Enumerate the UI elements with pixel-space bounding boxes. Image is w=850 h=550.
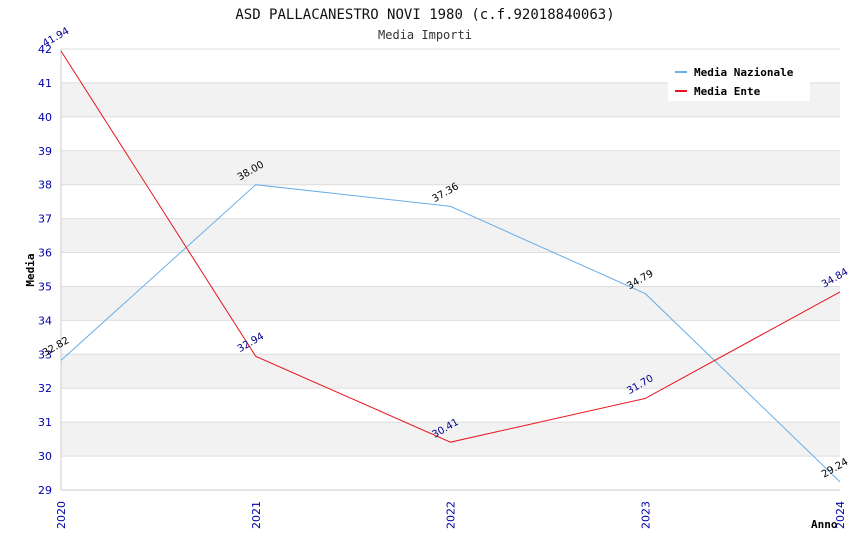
series-line — [60, 184, 841, 483]
x-tick-label: 2020 — [55, 501, 68, 529]
chart-title: ASD PALLACANESTRO NOVI 1980 (c.f.9201884… — [235, 7, 614, 23]
grid-band — [61, 320, 840, 355]
axes — [60, 49, 840, 491]
legend-box — [668, 58, 810, 101]
legend-label: Media Nazionale — [694, 66, 794, 79]
x-tick-label: 2022 — [445, 501, 458, 529]
y-tick-label: 36 — [38, 247, 52, 260]
y-axis-label: Media — [24, 253, 37, 286]
y-tick-labels: 29 30 31 32 33 34 35 36 37 38 39 40 41 42 — [38, 43, 52, 497]
y-tick-label: 31 — [38, 416, 52, 429]
grid-band — [61, 184, 840, 219]
grid-band — [61, 388, 840, 423]
y-tick-label: 39 — [38, 145, 52, 158]
y-tick-label: 35 — [38, 280, 52, 293]
series-lines — [60, 50, 841, 483]
grid-band — [61, 218, 840, 253]
y-tick-label: 41 — [38, 77, 52, 90]
grid-band — [61, 354, 840, 389]
x-axis-label: Anno — [811, 518, 838, 531]
grid-band — [61, 456, 840, 490]
legend: Media Nazionale Media Ente — [668, 58, 810, 101]
y-tick-label: 38 — [38, 179, 52, 192]
y-tick-label: 42 — [38, 43, 52, 56]
grid-band — [61, 150, 840, 185]
legend-label: Media Ente — [694, 85, 761, 98]
chart-subtitle: Media Importi — [378, 28, 472, 42]
grid-band — [61, 252, 840, 287]
y-tick-label: 33 — [38, 348, 52, 361]
y-tick-label: 40 — [38, 111, 52, 124]
x-tick-labels: 2020 2021 2022 2023 2024 — [55, 501, 847, 529]
grid-band — [61, 116, 840, 151]
y-tick-label: 37 — [38, 213, 52, 226]
y-tick-label: 34 — [38, 314, 52, 327]
y-tick-label: 30 — [38, 450, 52, 463]
data-label: 41.94 — [41, 26, 71, 50]
x-tick-label: 2023 — [639, 501, 652, 529]
y-tick-label: 29 — [38, 484, 52, 497]
y-tick-label: 32 — [38, 382, 52, 395]
series-line — [60, 50, 841, 443]
x-tick-label: 2024 — [834, 501, 847, 529]
grid-band — [61, 286, 840, 321]
grid-band — [61, 422, 840, 457]
x-tick-label: 2021 — [250, 501, 263, 529]
